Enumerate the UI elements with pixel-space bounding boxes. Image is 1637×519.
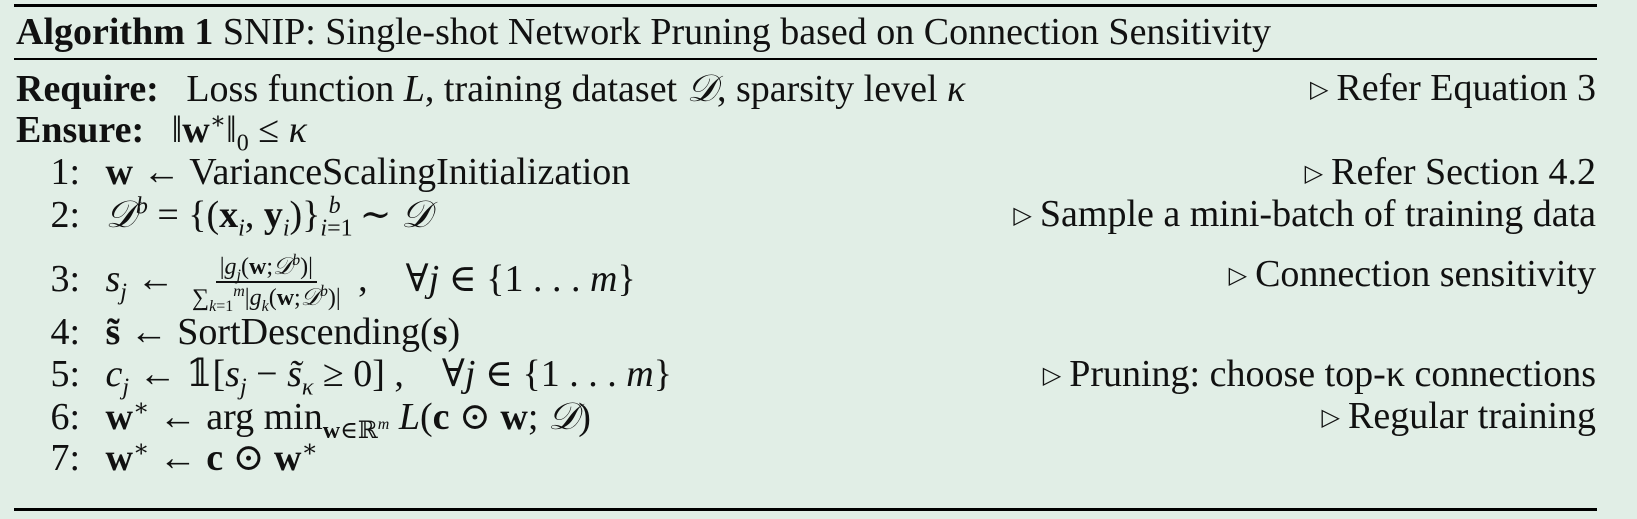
step-text: w∗ ← c ⊙ w∗ (105, 436, 318, 479)
comment-triangle-icon: ▷ (1309, 77, 1329, 103)
bottom-rule (14, 508, 1597, 511)
step-2: 2: 𝒟b = {(xi, yi)}i=1b ∼ 𝒟 ▷ Sample a min… (16, 192, 1596, 242)
step-number: 5: (50, 353, 80, 395)
sensitivity-fraction: |gj(w;𝒟b)| ∑k=1m|gk(w;𝒟b)| (191, 252, 341, 315)
comment-triangle-icon: ▷ (1304, 161, 1324, 187)
algorithm-caption: Algorithm 1 SNIP: Single-shot Network Pr… (16, 6, 1596, 58)
step-text: sj ← |gj(w;𝒟b)| ∑k=1m|gk(w;𝒟b)| , ∀j ∈ {1… (105, 252, 636, 315)
step-number: 6: (50, 396, 80, 438)
algorithm-label: Algorithm 1 (16, 11, 214, 53)
require-text: Loss function L, training dataset 𝒟, spa… (186, 66, 966, 110)
step-6: 6: w∗ ← arg minw∈ℝm L(c ⊙ w; 𝒟) ▷ Regular… (16, 394, 1596, 444)
step-comment: ▷ Connection sensitivity (1228, 253, 1596, 295)
step-text: w ← VarianceScalingInitialization (105, 151, 631, 193)
caption-rule (14, 58, 1597, 60)
ensure-line: Ensure: ‖w∗‖0 ≤ κ (16, 108, 1596, 157)
step-3: 3: sj ← |gj(w;𝒟b)| ∑k=1m|gk(w;𝒟b)| , ∀j ∈… (16, 252, 1596, 314)
step-comment: ▷ Refer Section 4.2 (1304, 151, 1596, 193)
step-number: 4: (50, 311, 80, 353)
step-comment: ▷ Pruning: choose top-κ connections (1042, 353, 1596, 395)
comment-triangle-icon: ▷ (1321, 405, 1341, 431)
step-number: 2: (50, 194, 80, 236)
require-line: Require: Loss function L, training datas… (16, 66, 1596, 110)
step-text: s̃ ← SortDescending(s) (105, 311, 461, 353)
step-text: 𝒟b = {(xi, yi)}i=1b ∼ 𝒟 (105, 192, 432, 242)
comment-triangle-icon: ▷ (1042, 363, 1062, 389)
step-4: 4: s̃ ← SortDescending(s) (16, 310, 1596, 354)
require-keyword: Require: (16, 68, 159, 110)
require-comment: ▷ Refer Equation 3 (1309, 67, 1596, 109)
step-7: 7: w∗ ← c ⊙ w∗ (16, 436, 1596, 480)
ensure-keyword: Ensure: (16, 109, 145, 151)
top-rule (14, 4, 1597, 7)
step-comment: ▷ Sample a mini-batch of training data (1013, 193, 1596, 235)
algorithm-title: SNIP: Single-shot Network Pruning based … (222, 11, 1272, 53)
comment-triangle-icon: ▷ (1013, 203, 1032, 229)
step-comment: ▷ Regular training (1321, 395, 1596, 437)
step-text: cj ← 𝟙[sj − s̃κ ≥ 0] , ∀j ∈ {1 . . . m} (105, 353, 672, 401)
step-text: w∗ ← arg minw∈ℝm L(c ⊙ w; 𝒟) (105, 394, 591, 444)
step-number: 1: (50, 151, 80, 193)
step-number: 3: (50, 257, 80, 300)
step-1: 1: w ← VarianceScalingInitialization ▷ Re… (16, 150, 1596, 194)
step-number: 7: (50, 437, 80, 479)
comment-triangle-icon: ▷ (1228, 263, 1248, 289)
step-5: 5: cj ← 𝟙[sj − s̃κ ≥ 0] , ∀j ∈ {1 . . . … (16, 352, 1596, 401)
ensure-text: ‖w∗‖0 ≤ κ (171, 108, 307, 157)
